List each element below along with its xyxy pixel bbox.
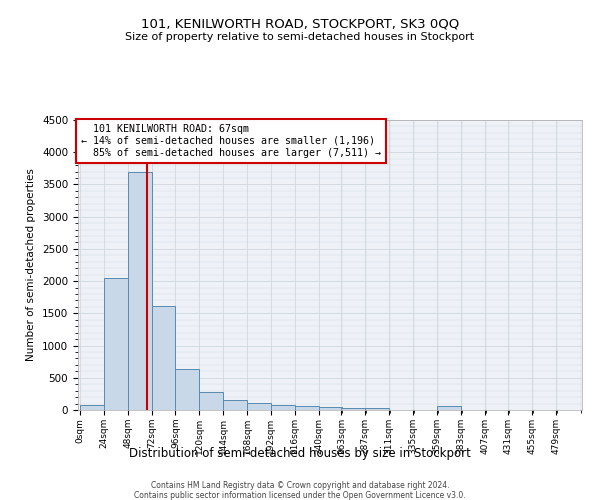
Text: 101 KENILWORTH ROAD: 67sqm
← 14% of semi-detached houses are smaller (1,196)
  8: 101 KENILWORTH ROAD: 67sqm ← 14% of semi… xyxy=(80,124,380,158)
Bar xyxy=(295,406,319,410)
Bar xyxy=(271,404,295,410)
Bar xyxy=(175,369,199,410)
Bar xyxy=(223,400,247,410)
Bar xyxy=(199,392,223,410)
Bar xyxy=(152,306,175,410)
Bar xyxy=(437,406,461,410)
Text: 101, KENILWORTH ROAD, STOCKPORT, SK3 0QQ: 101, KENILWORTH ROAD, STOCKPORT, SK3 0QQ xyxy=(141,18,459,30)
Bar xyxy=(319,408,343,410)
Bar xyxy=(104,278,128,410)
Bar xyxy=(247,403,271,410)
Y-axis label: Number of semi-detached properties: Number of semi-detached properties xyxy=(26,168,37,362)
Text: Size of property relative to semi-detached houses in Stockport: Size of property relative to semi-detach… xyxy=(125,32,475,42)
Bar xyxy=(80,405,104,410)
Bar xyxy=(128,172,152,410)
Text: Contains HM Land Registry data © Crown copyright and database right 2024.: Contains HM Land Registry data © Crown c… xyxy=(151,481,449,490)
Text: Distribution of semi-detached houses by size in Stockport: Distribution of semi-detached houses by … xyxy=(129,448,471,460)
Bar xyxy=(341,408,365,410)
Bar xyxy=(365,408,389,410)
Text: Contains public sector information licensed under the Open Government Licence v3: Contains public sector information licen… xyxy=(134,491,466,500)
